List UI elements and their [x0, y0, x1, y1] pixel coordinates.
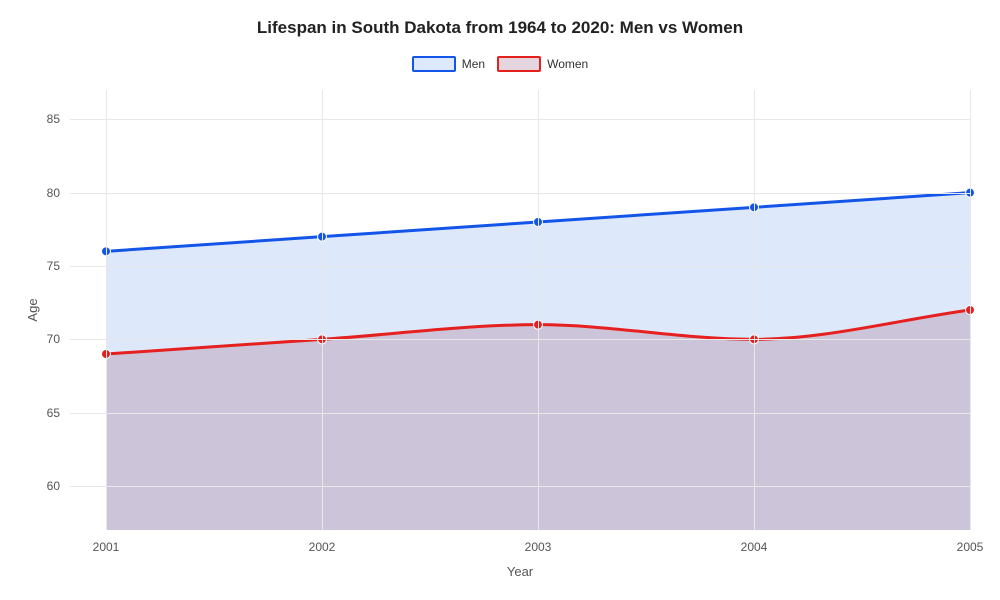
- grid-line-h: [70, 266, 970, 267]
- y-tick-label: 75: [47, 259, 70, 273]
- grid-line-h: [70, 193, 970, 194]
- y-tick-label: 80: [47, 186, 70, 200]
- grid-line-h: [70, 413, 970, 414]
- grid-line-v: [754, 90, 755, 530]
- legend: Men Women: [0, 56, 1000, 72]
- grid-line-h: [70, 119, 970, 120]
- y-tick-label: 60: [47, 479, 70, 493]
- grid-line-h: [70, 486, 970, 487]
- grid-line-v: [970, 90, 971, 530]
- y-tick-label: 70: [47, 332, 70, 346]
- grid-line-h: [70, 339, 970, 340]
- legend-item-women: Women: [497, 56, 588, 72]
- y-tick-label: 85: [47, 112, 70, 126]
- chart-svg: [70, 90, 970, 530]
- chart-container: Lifespan in South Dakota from 1964 to 20…: [0, 0, 1000, 600]
- x-tick-label: 2001: [93, 530, 120, 554]
- legend-label: Men: [462, 57, 485, 71]
- chart-title: Lifespan in South Dakota from 1964 to 20…: [0, 18, 1000, 38]
- x-tick-label: 2003: [525, 530, 552, 554]
- grid-line-v: [322, 90, 323, 530]
- x-tick-label: 2004: [741, 530, 768, 554]
- legend-label: Women: [547, 57, 588, 71]
- x-axis-label: Year: [507, 564, 533, 579]
- y-axis-label: Age: [25, 298, 40, 321]
- plot-area: 60657075808520012002200320042005: [70, 90, 970, 530]
- grid-line-v: [106, 90, 107, 530]
- legend-swatch: [497, 56, 541, 72]
- legend-swatch: [412, 56, 456, 72]
- legend-item-men: Men: [412, 56, 485, 72]
- y-tick-label: 65: [47, 406, 70, 420]
- x-tick-label: 2005: [957, 530, 984, 554]
- grid-line-v: [538, 90, 539, 530]
- x-tick-label: 2002: [309, 530, 336, 554]
